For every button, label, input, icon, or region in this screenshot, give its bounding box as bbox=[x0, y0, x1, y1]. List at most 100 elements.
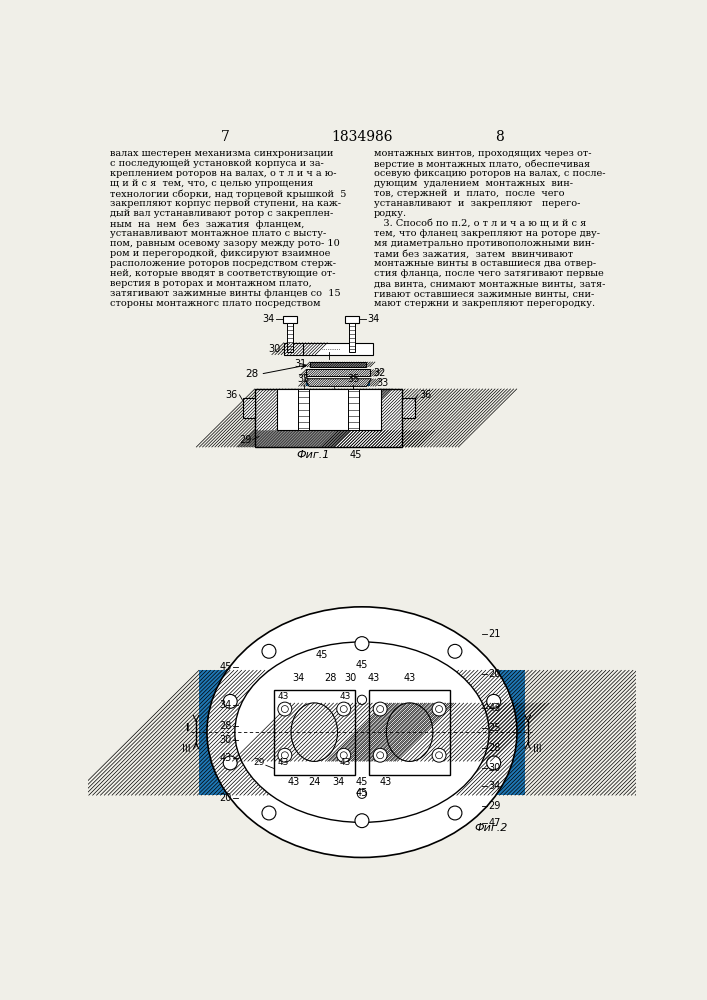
Text: мя диаметрально противоположными вин-: мя диаметрально противоположными вин- bbox=[373, 239, 594, 248]
Text: два винта, снимают монтажные винты, затя-: два винта, снимают монтажные винты, затя… bbox=[373, 279, 605, 288]
Text: монтажные винты в оставшиеся два отвер-: монтажные винты в оставшиеся два отвер- bbox=[373, 259, 596, 268]
Text: ней, которые вводят в соответствующие от-: ней, которые вводят в соответствующие от… bbox=[110, 269, 336, 278]
Text: 34: 34 bbox=[368, 314, 380, 324]
Ellipse shape bbox=[291, 703, 337, 761]
Text: 35: 35 bbox=[347, 374, 360, 384]
Circle shape bbox=[278, 748, 292, 762]
Bar bbox=[369, 690, 450, 774]
Text: 45: 45 bbox=[219, 662, 232, 672]
Circle shape bbox=[432, 748, 446, 762]
Text: 43: 43 bbox=[219, 753, 232, 763]
Text: родку.: родку. bbox=[373, 209, 407, 218]
Text: стия фланца, после чего затягивают первые: стия фланца, после чего затягивают первы… bbox=[373, 269, 603, 278]
Text: пом, равным осевому зазору между рото- 10: пом, равным осевому зазору между рото- 1… bbox=[110, 239, 340, 248]
Text: 30: 30 bbox=[489, 763, 501, 773]
Text: затягивают зажимные винты фланцев со  15: затягивают зажимные винты фланцев со 15 bbox=[110, 289, 341, 298]
Bar bbox=[310, 362, 366, 367]
Bar bbox=[255, 389, 276, 447]
Text: 20: 20 bbox=[489, 669, 501, 679]
Bar bbox=[402, 398, 414, 418]
Bar bbox=[349, 323, 355, 352]
Bar bbox=[310, 362, 366, 367]
Text: 28: 28 bbox=[325, 673, 337, 683]
Text: 1834986: 1834986 bbox=[331, 130, 392, 144]
Text: 3. Способ по п.2, о т л и ч а ю щ и й с я: 3. Способ по п.2, о т л и ч а ю щ и й с … bbox=[373, 219, 586, 228]
Text: 43: 43 bbox=[368, 673, 380, 683]
Circle shape bbox=[432, 702, 446, 716]
Ellipse shape bbox=[207, 607, 517, 857]
Text: 30: 30 bbox=[344, 673, 356, 683]
Text: валах шестерен механизма синхронизации: валах шестерен механизма синхронизации bbox=[110, 149, 334, 158]
Text: 45: 45 bbox=[349, 450, 362, 460]
Circle shape bbox=[262, 806, 276, 820]
Circle shape bbox=[357, 789, 367, 798]
Circle shape bbox=[278, 702, 292, 716]
Text: дующим  удалением  монтажных  вин-: дующим удалением монтажных вин- bbox=[373, 179, 573, 188]
Bar bbox=[287, 323, 293, 352]
Bar bbox=[348, 389, 359, 430]
Bar bbox=[386, 703, 433, 761]
Text: устанавливают монтажное плато с высту-: устанавливают монтажное плато с высту- bbox=[110, 229, 327, 238]
Bar bbox=[291, 703, 337, 761]
Text: 45: 45 bbox=[356, 777, 368, 787]
Bar bbox=[284, 343, 303, 355]
Text: осевую фиксацию роторов на валах, с после-: осевую фиксацию роторов на валах, с посл… bbox=[373, 169, 605, 178]
Circle shape bbox=[337, 702, 351, 716]
Text: 34: 34 bbox=[489, 781, 501, 791]
Circle shape bbox=[436, 752, 443, 759]
Ellipse shape bbox=[235, 642, 489, 822]
Text: 25: 25 bbox=[489, 723, 501, 733]
Text: 31: 31 bbox=[294, 359, 306, 369]
Text: 45: 45 bbox=[356, 660, 368, 670]
Bar bbox=[276, 389, 380, 430]
Text: тем, что фланец закрепляют на роторе дву-: тем, что фланец закрепляют на роторе дву… bbox=[373, 229, 600, 238]
Circle shape bbox=[377, 706, 384, 713]
Text: 43: 43 bbox=[379, 777, 392, 787]
Text: 28: 28 bbox=[219, 721, 232, 731]
Bar bbox=[284, 343, 373, 355]
Text: с последующей установкой корпуса и за-: с последующей установкой корпуса и за- bbox=[110, 159, 324, 168]
Bar bbox=[255, 430, 402, 447]
Text: 21: 21 bbox=[489, 629, 501, 639]
Text: 30: 30 bbox=[219, 735, 232, 745]
Bar bbox=[298, 389, 309, 430]
Ellipse shape bbox=[386, 703, 433, 761]
Circle shape bbox=[337, 748, 351, 762]
Circle shape bbox=[373, 748, 387, 762]
Text: 43: 43 bbox=[489, 703, 501, 713]
Text: 34: 34 bbox=[332, 777, 345, 787]
Text: монтажных винтов, проходящих через от-: монтажных винтов, проходящих через от- bbox=[373, 149, 591, 158]
Text: 24: 24 bbox=[308, 777, 320, 787]
Text: закрепляют корпус первой ступени, на каж-: закрепляют корпус первой ступени, на каж… bbox=[110, 199, 341, 208]
Text: 29: 29 bbox=[253, 758, 264, 767]
Text: верстие в монтажных плато, обеспечивая: верстие в монтажных плато, обеспечивая bbox=[373, 159, 590, 169]
Text: 32: 32 bbox=[373, 368, 386, 378]
Text: тов, стержней  и  плато,  после  чего: тов, стержней и плато, после чего bbox=[373, 189, 564, 198]
Text: 8: 8 bbox=[495, 130, 503, 144]
Circle shape bbox=[486, 694, 501, 708]
Circle shape bbox=[486, 756, 501, 770]
Text: расположение роторов посредством стерж-: расположение роторов посредством стерж- bbox=[110, 259, 336, 268]
Text: гивают оставшиеся зажимные винты, сни-: гивают оставшиеся зажимные винты, сни- bbox=[373, 289, 594, 298]
Circle shape bbox=[223, 756, 237, 770]
Bar bbox=[274, 690, 355, 774]
Bar bbox=[255, 389, 402, 447]
Text: мают стержни и закрепляют перегородку.: мают стержни и закрепляют перегородку. bbox=[373, 299, 595, 308]
Polygon shape bbox=[305, 379, 371, 386]
Circle shape bbox=[281, 706, 288, 713]
Circle shape bbox=[373, 702, 387, 716]
Text: дый вал устанавливают ротор с закреплен-: дый вал устанавливают ротор с закреплен- bbox=[110, 209, 333, 218]
Circle shape bbox=[281, 752, 288, 759]
Text: 20: 20 bbox=[219, 793, 232, 803]
Text: ром и перегородкой, фиксируют взаимное: ром и перегородкой, фиксируют взаимное bbox=[110, 249, 330, 258]
Text: 34: 34 bbox=[262, 314, 274, 324]
Text: 28: 28 bbox=[245, 369, 259, 379]
Circle shape bbox=[436, 706, 443, 713]
Text: стороны монтажногс плато посредством: стороны монтажногс плато посредством bbox=[110, 299, 320, 308]
Text: 30: 30 bbox=[268, 344, 280, 354]
Text: III: III bbox=[182, 744, 191, 754]
Circle shape bbox=[355, 814, 369, 828]
Text: 34: 34 bbox=[219, 700, 232, 710]
Text: 29: 29 bbox=[489, 801, 501, 811]
Circle shape bbox=[223, 694, 237, 708]
